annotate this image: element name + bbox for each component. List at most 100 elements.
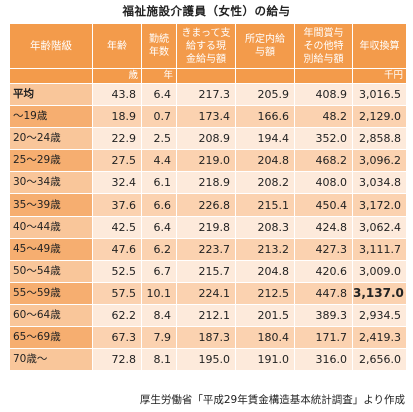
scheduled-pay-cell: 218.9 — [176, 171, 236, 195]
scheduled-pay-cell: 173.4 — [176, 105, 236, 129]
scheduled-pay-cell: 219.8 — [176, 215, 236, 239]
age-cell: 52.5 — [92, 259, 142, 283]
bonus-cell: 450.4 — [294, 193, 353, 217]
header-age-group: 年齢階級 — [9, 23, 93, 69]
tenure-cell: 10.1 — [141, 281, 177, 305]
age-group-cell: 25～29歳 — [9, 149, 93, 173]
annual-income-cell: 2,129.0 — [352, 105, 407, 129]
age-group-cell: 平均 — [9, 82, 93, 107]
table-row: 平均 43.8 6.4 217.3 205.9 408.9 3,016.5 — [9, 82, 407, 107]
age-group-cell: 40～44歳 — [9, 215, 93, 239]
age-group-cell: 60～64歳 — [9, 303, 93, 328]
age-cell: 32.4 — [92, 171, 142, 195]
scheduled-pay-cell: 212.1 — [176, 303, 236, 328]
tenure-cell: 7.9 — [141, 326, 177, 350]
table-row: 60～64歳 62.2 8.4 212.1 201.5 389.3 2,934.5 — [9, 303, 407, 328]
header-annual-income: 年収換算 — [352, 23, 407, 69]
age-cell: 42.5 — [92, 215, 142, 239]
unit-annual: 千円 — [352, 68, 407, 84]
scheduled-pay-cell: 223.7 — [176, 237, 236, 261]
table-row: 65～69歳 67.3 7.9 187.3 180.4 171.7 2,419.3 — [9, 326, 407, 350]
tenure-cell: 6.1 — [141, 171, 177, 195]
unit-age: 歳 — [92, 68, 142, 84]
regular-pay-cell: 191.0 — [235, 348, 295, 372]
tenure-cell: 6.6 — [141, 193, 177, 217]
regular-pay-cell: 166.6 — [235, 105, 295, 129]
bonus-cell: 48.2 — [294, 105, 353, 129]
table-row: 55～59歳 57.5 10.1 224.1 212.5 447.8 3,137.0 — [9, 281, 407, 305]
header-bonus: 年間賞与 その他特 別給与額 — [294, 23, 353, 69]
annual-income-cell: 2,858.8 — [352, 127, 407, 151]
annual-income-cell: 2,656.0 — [352, 348, 407, 372]
annual-income-cell: 3,111.7 — [352, 237, 407, 261]
table-row: ～19歳 18.9 0.7 173.4 166.6 48.2 2,129.0 — [9, 105, 407, 129]
bonus-cell: 408.9 — [294, 82, 353, 107]
header-row: 年齢階級 年齢 勤続 年数 きまって支 給する現 金給与額 所定内給 与額 年間賞与 その… — [9, 23, 407, 69]
age-group-cell: 65～69歳 — [9, 326, 93, 350]
regular-pay-cell: 213.2 — [235, 237, 295, 261]
table-row: 20～24歳 22.9 2.5 208.9 194.4 352.0 2,858.8 — [9, 127, 407, 151]
annual-income-cell: 3,137.0 — [352, 281, 407, 305]
regular-pay-cell: 215.1 — [235, 193, 295, 217]
annual-income-cell: 3,034.8 — [352, 171, 407, 195]
bonus-cell: 420.6 — [294, 259, 353, 283]
tenure-cell: 8.1 — [141, 348, 177, 372]
age-cell: 67.3 — [92, 326, 142, 350]
regular-pay-cell: 208.2 — [235, 171, 295, 195]
age-group-cell: 55～59歳 — [9, 281, 93, 305]
table-row: 25～29歳 27.5 4.4 219.0 204.8 468.2 3,096.2 — [9, 149, 407, 173]
tenure-cell: 6.7 — [141, 259, 177, 283]
bonus-cell: 427.3 — [294, 237, 353, 261]
tenure-cell: 6.2 — [141, 237, 177, 261]
tenure-cell: 6.4 — [141, 215, 177, 239]
age-cell: 57.5 — [92, 281, 142, 305]
header-tenure: 勤続 年数 — [141, 23, 177, 69]
regular-pay-cell: 194.4 — [235, 127, 295, 151]
unit-row: 歳 年 千円 — [9, 68, 407, 84]
bonus-cell: 352.0 — [294, 127, 353, 151]
bonus-cell: 316.0 — [294, 348, 353, 372]
table-row: 50～54歳 52.5 6.7 215.7 204.8 420.6 3,009.0 — [9, 259, 407, 283]
age-group-cell: ～19歳 — [9, 105, 93, 129]
table-row: 35～39歳 37.6 6.6 226.8 215.1 450.4 3,172.0 — [9, 193, 407, 217]
annual-income-cell: 2,934.5 — [352, 303, 407, 328]
age-group-cell: 30～34歳 — [9, 171, 93, 195]
table-row: 30～34歳 32.4 6.1 218.9 208.2 408.0 3,034.8 — [9, 171, 407, 195]
header-regular-pay: 所定内給 与額 — [235, 23, 295, 69]
unit-tenure: 年 — [141, 68, 177, 84]
scheduled-pay-cell: 219.0 — [176, 149, 236, 173]
tenure-cell: 6.4 — [141, 82, 177, 107]
age-cell: 47.6 — [92, 237, 142, 261]
annual-income-cell: 3,009.0 — [352, 259, 407, 283]
regular-pay-cell: 212.5 — [235, 281, 295, 305]
age-cell: 62.2 — [92, 303, 142, 328]
bonus-cell: 171.7 — [294, 326, 353, 350]
tenure-cell: 0.7 — [141, 105, 177, 129]
age-cell: 22.9 — [92, 127, 142, 151]
tenure-cell: 8.4 — [141, 303, 177, 328]
scheduled-pay-cell: 187.3 — [176, 326, 236, 350]
annual-income-cell: 3,016.5 — [352, 82, 407, 107]
bonus-cell: 447.8 — [294, 281, 353, 305]
age-group-cell: 50～54歳 — [9, 259, 93, 283]
age-group-cell: 35～39歳 — [9, 193, 93, 217]
age-cell: 72.8 — [92, 348, 142, 372]
regular-pay-cell: 205.9 — [235, 82, 295, 107]
regular-pay-cell: 201.5 — [235, 303, 295, 328]
bonus-cell: 389.3 — [294, 303, 353, 328]
table-row: 40～44歳 42.5 6.4 219.8 208.3 424.8 3,062.4 — [9, 215, 407, 239]
bonus-cell: 468.2 — [294, 149, 353, 173]
scheduled-pay-cell: 215.7 — [176, 259, 236, 283]
scheduled-pay-cell: 195.0 — [176, 348, 236, 372]
scheduled-pay-cell: 226.8 — [176, 193, 236, 217]
regular-pay-cell: 204.8 — [235, 149, 295, 173]
source-note: 厚生労働省「平成29年賃金構造基本統計調査」より作成 — [139, 394, 405, 406]
age-group-cell: 45～49歳 — [9, 237, 93, 261]
scheduled-pay-cell: 217.3 — [176, 82, 236, 107]
age-cell: 43.8 — [92, 82, 142, 107]
annual-income-cell: 3,096.2 — [352, 149, 407, 173]
annual-income-cell: 3,172.0 — [352, 193, 407, 217]
annual-income-cell: 3,062.4 — [352, 215, 407, 239]
scheduled-pay-cell: 224.1 — [176, 281, 236, 305]
age-group-cell: 20～24歳 — [9, 127, 93, 151]
